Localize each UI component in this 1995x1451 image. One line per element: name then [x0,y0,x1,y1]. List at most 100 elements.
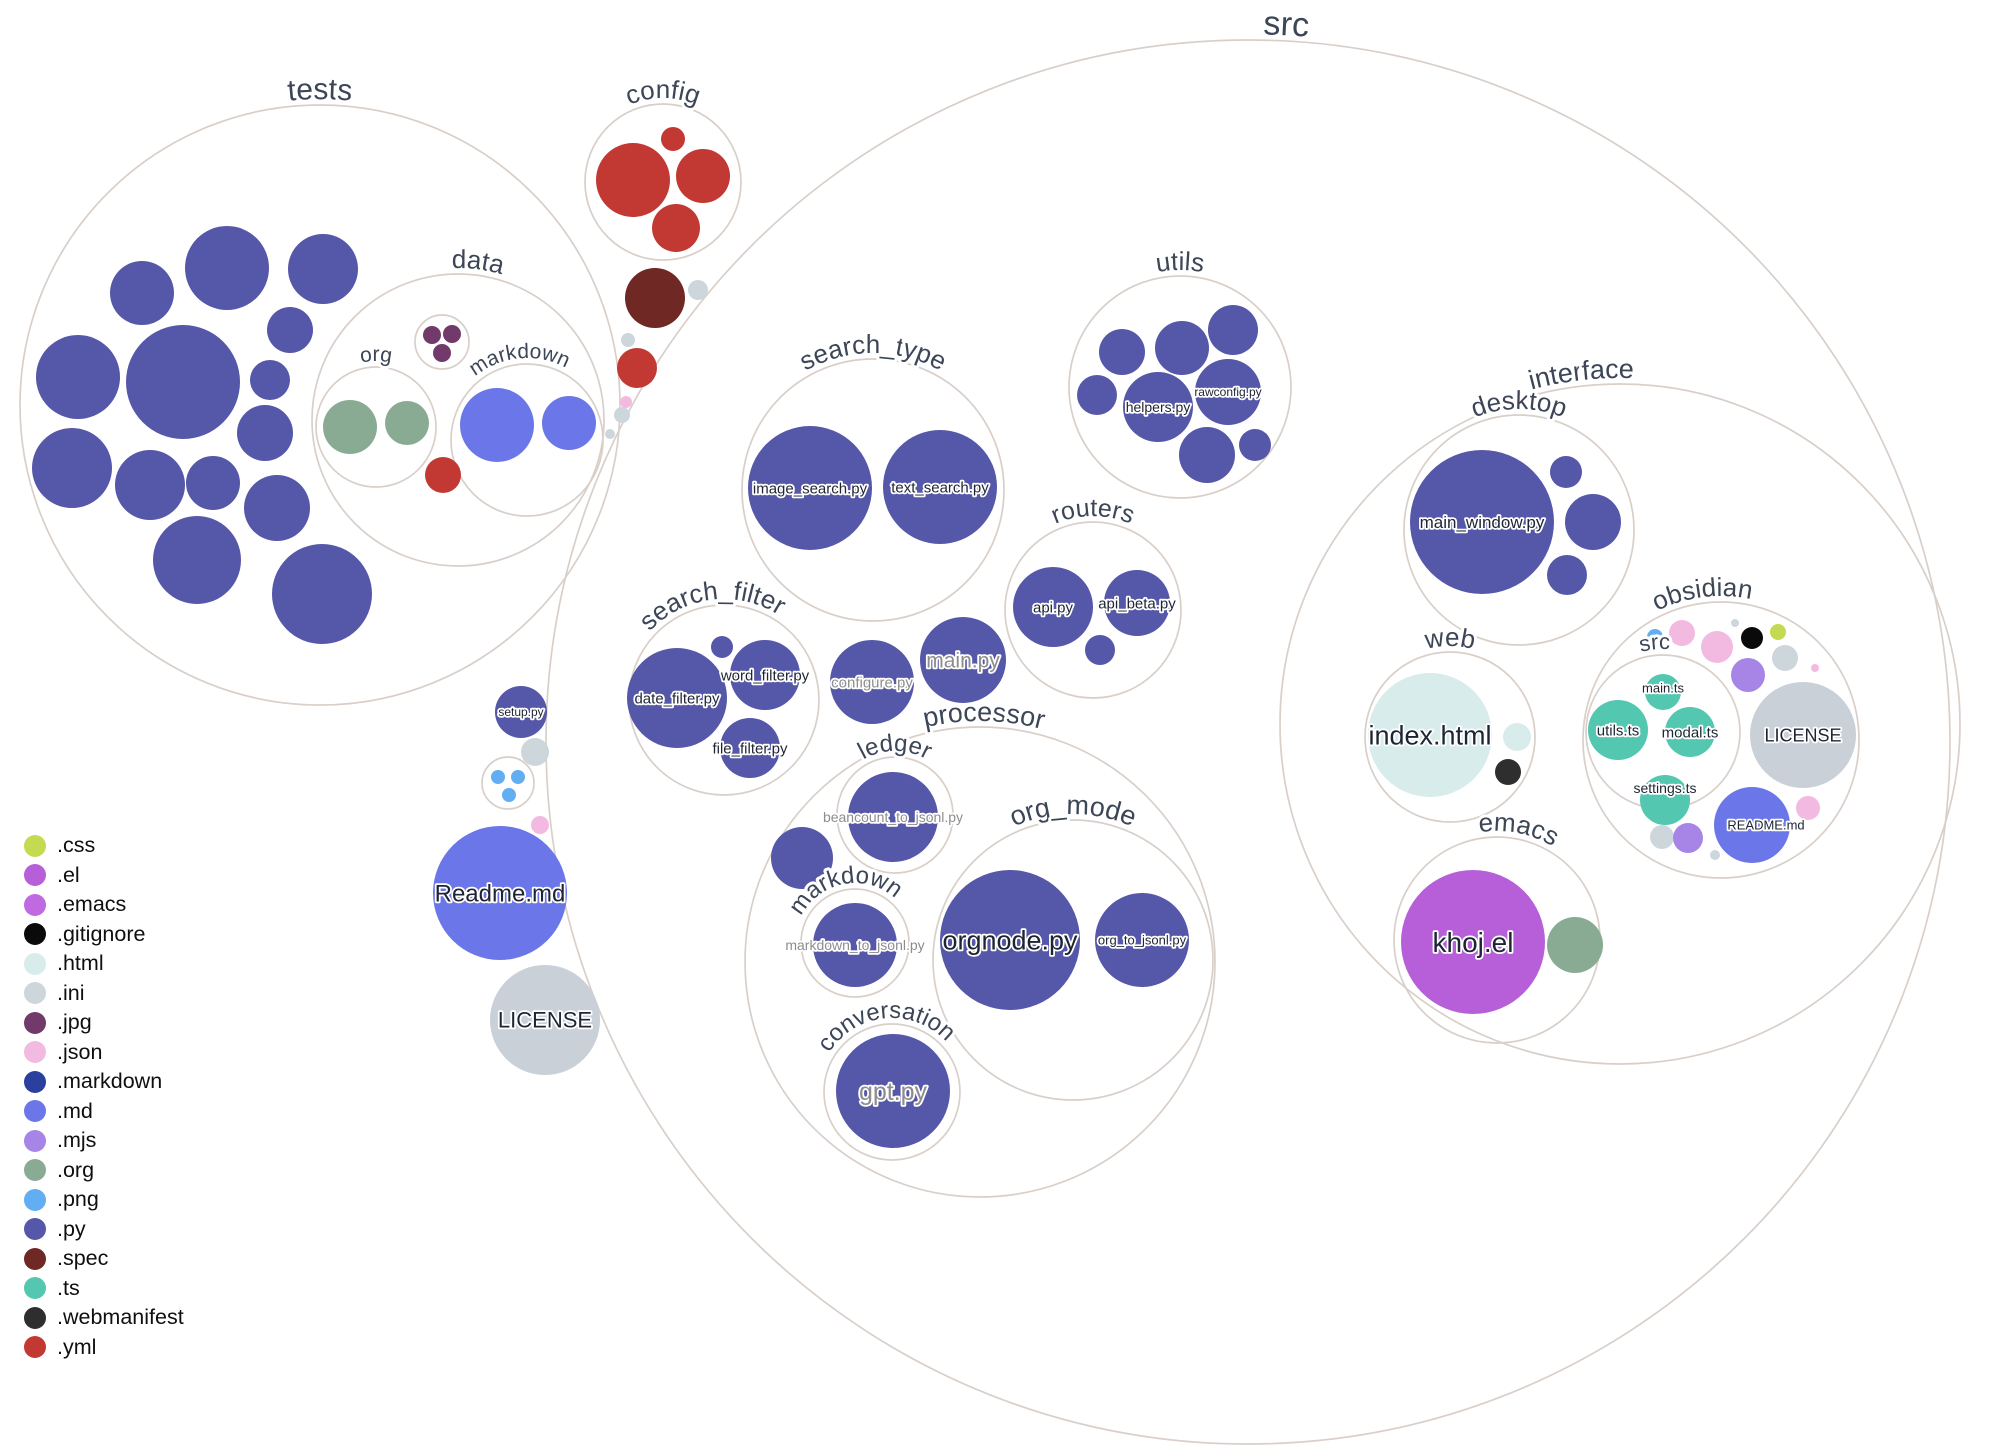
file-label-file_filter.py: file_filter.py [712,740,788,757]
legend-label: .jpg [57,1010,92,1034]
folder-label-search_type: search_type [794,329,951,376]
file-circle-.py [1179,427,1235,483]
legend-label: .el [57,862,80,887]
file-circles-layer [32,127,1856,1148]
legend-item-markdown: .markdown [24,1067,184,1097]
folder-circle-conversation [823,1023,961,1161]
file-circle-rawconfig.py [1195,359,1261,425]
file-circle-.png [1647,629,1663,645]
file-circle-.md [542,396,596,450]
folder-circle-data-jpg-cluster [414,314,470,370]
file-circle-.mjs [1673,823,1703,853]
file-circle-.ini [1772,645,1798,671]
file-circle-.css [1770,624,1786,640]
legend-swatch-icon [24,1041,46,1064]
file-circle-README.md [1714,787,1790,863]
file-circle-org_to_jsonl.py [1095,893,1189,987]
file-circle-word_filter.py [730,640,800,710]
folder-label-obsidian: obsidian [1647,572,1755,617]
folder-label-org_mode: org_mode [1005,790,1140,832]
legend-swatch-icon [24,864,46,887]
legend-item-emacs: .emacs [24,890,184,920]
folder-circle-routers [1004,521,1182,699]
file-circle-main.ts [1645,674,1681,710]
file-circle-.ini [621,333,635,347]
folder-circle-tests [19,104,621,706]
file-circle-gpt.py [836,1034,950,1148]
file-circle-.py [1155,321,1209,375]
folder-label-emacs: emacs [1477,807,1564,852]
legend-swatch-icon [24,1188,46,1211]
legend-item-ini: .ini [24,979,184,1009]
folder-label-obsidian-src: src [1637,629,1670,657]
folder-circle-data-markdown [450,363,604,517]
file-circle-.org [385,401,429,445]
file-circle-.png [491,770,505,784]
file-label-Readme.md: Readme.md [435,880,566,907]
legend-swatch-icon [24,923,46,946]
file-label-utils.ts: utils.ts [1597,722,1640,739]
file-circle-.md [460,388,534,462]
file-circle-.py [186,456,240,510]
legend-item-py: .py [24,1215,184,1245]
folder-label-data-org: org [358,343,393,367]
file-label-settings.ts: settings.ts [1633,780,1696,796]
folder-circle-src [545,39,1951,1445]
file-circle-.py [1565,494,1621,550]
file-circle-.ini [1731,619,1739,627]
legend-item-jpg: .jpg [24,1008,184,1038]
file-circle-.py [267,307,313,353]
folder-circle-interface [1279,383,1961,1065]
folder-circle-utils [1068,275,1292,499]
folder-circle-desktop [1403,414,1635,646]
file-circle-.webmanifest [1495,759,1521,785]
file-circle-Readme.md [433,826,567,960]
file-circle-utils.ts [1588,700,1648,760]
legend-item-html: .html [24,949,184,979]
file-circle-.jpg [423,326,441,344]
legend-label: .webmanifest [57,1305,184,1329]
legend-label: .png [57,1187,99,1211]
legend-swatch-icon [24,1011,46,1034]
file-circle-.ini [521,738,549,766]
file-circle-.yml [661,127,685,151]
file-circle-.ini [1650,825,1674,849]
file-circle-.py [771,827,833,889]
file-label-orgnode.py: orgnode.py [942,925,1078,955]
file-label-beancount_to_jsonl.py: beancount_to_jsonl.py [823,809,963,825]
file-circle-.spec [625,268,685,328]
file-circle-.jpg [433,344,451,362]
file-label-gpt.py: gpt.py [859,1078,928,1106]
file-label-modal.ts: modal.ts [1662,724,1719,741]
file-circle-index.html [1368,673,1492,797]
file-circle-.py [110,261,174,325]
legend-label: .emacs [57,892,127,916]
folder-circle-config [584,103,742,261]
folder-label-utils: utils [1154,246,1207,278]
file-label-rawconfig.py: rawconfig.py [1194,385,1261,399]
file-label-api.py: api.py [1033,599,1074,616]
file-circle-.py [153,516,241,604]
file-circle-modal.ts [1665,707,1715,757]
file-circle-.yml [425,457,461,493]
file-circle-.py [126,325,240,439]
file-circle-.json [531,816,549,834]
file-label-README.md: README.md [1727,818,1804,833]
file-circle-beancount_to_jsonl.py [848,772,938,862]
legend-label: .ini [57,980,85,1005]
file-label-image_search.py: image_search.py [753,480,868,497]
file-circle-markdown_to_jsonl.py [813,903,897,987]
folder-circle-web [1364,651,1536,823]
legend-swatch-icon [24,1277,46,1300]
legend-swatch-icon [24,1306,46,1329]
file-circle-.py [1547,555,1587,595]
legend-swatch-icon [24,1129,46,1152]
legend-item-ts: .ts [24,1274,184,1304]
file-circle-.jpg [443,325,461,343]
file-circle-.png [511,770,525,784]
file-circle-.json [620,396,632,408]
legend-swatch-icon [24,1100,46,1123]
file-circle-.py [272,544,372,644]
legend-item-el: .el [24,861,184,891]
